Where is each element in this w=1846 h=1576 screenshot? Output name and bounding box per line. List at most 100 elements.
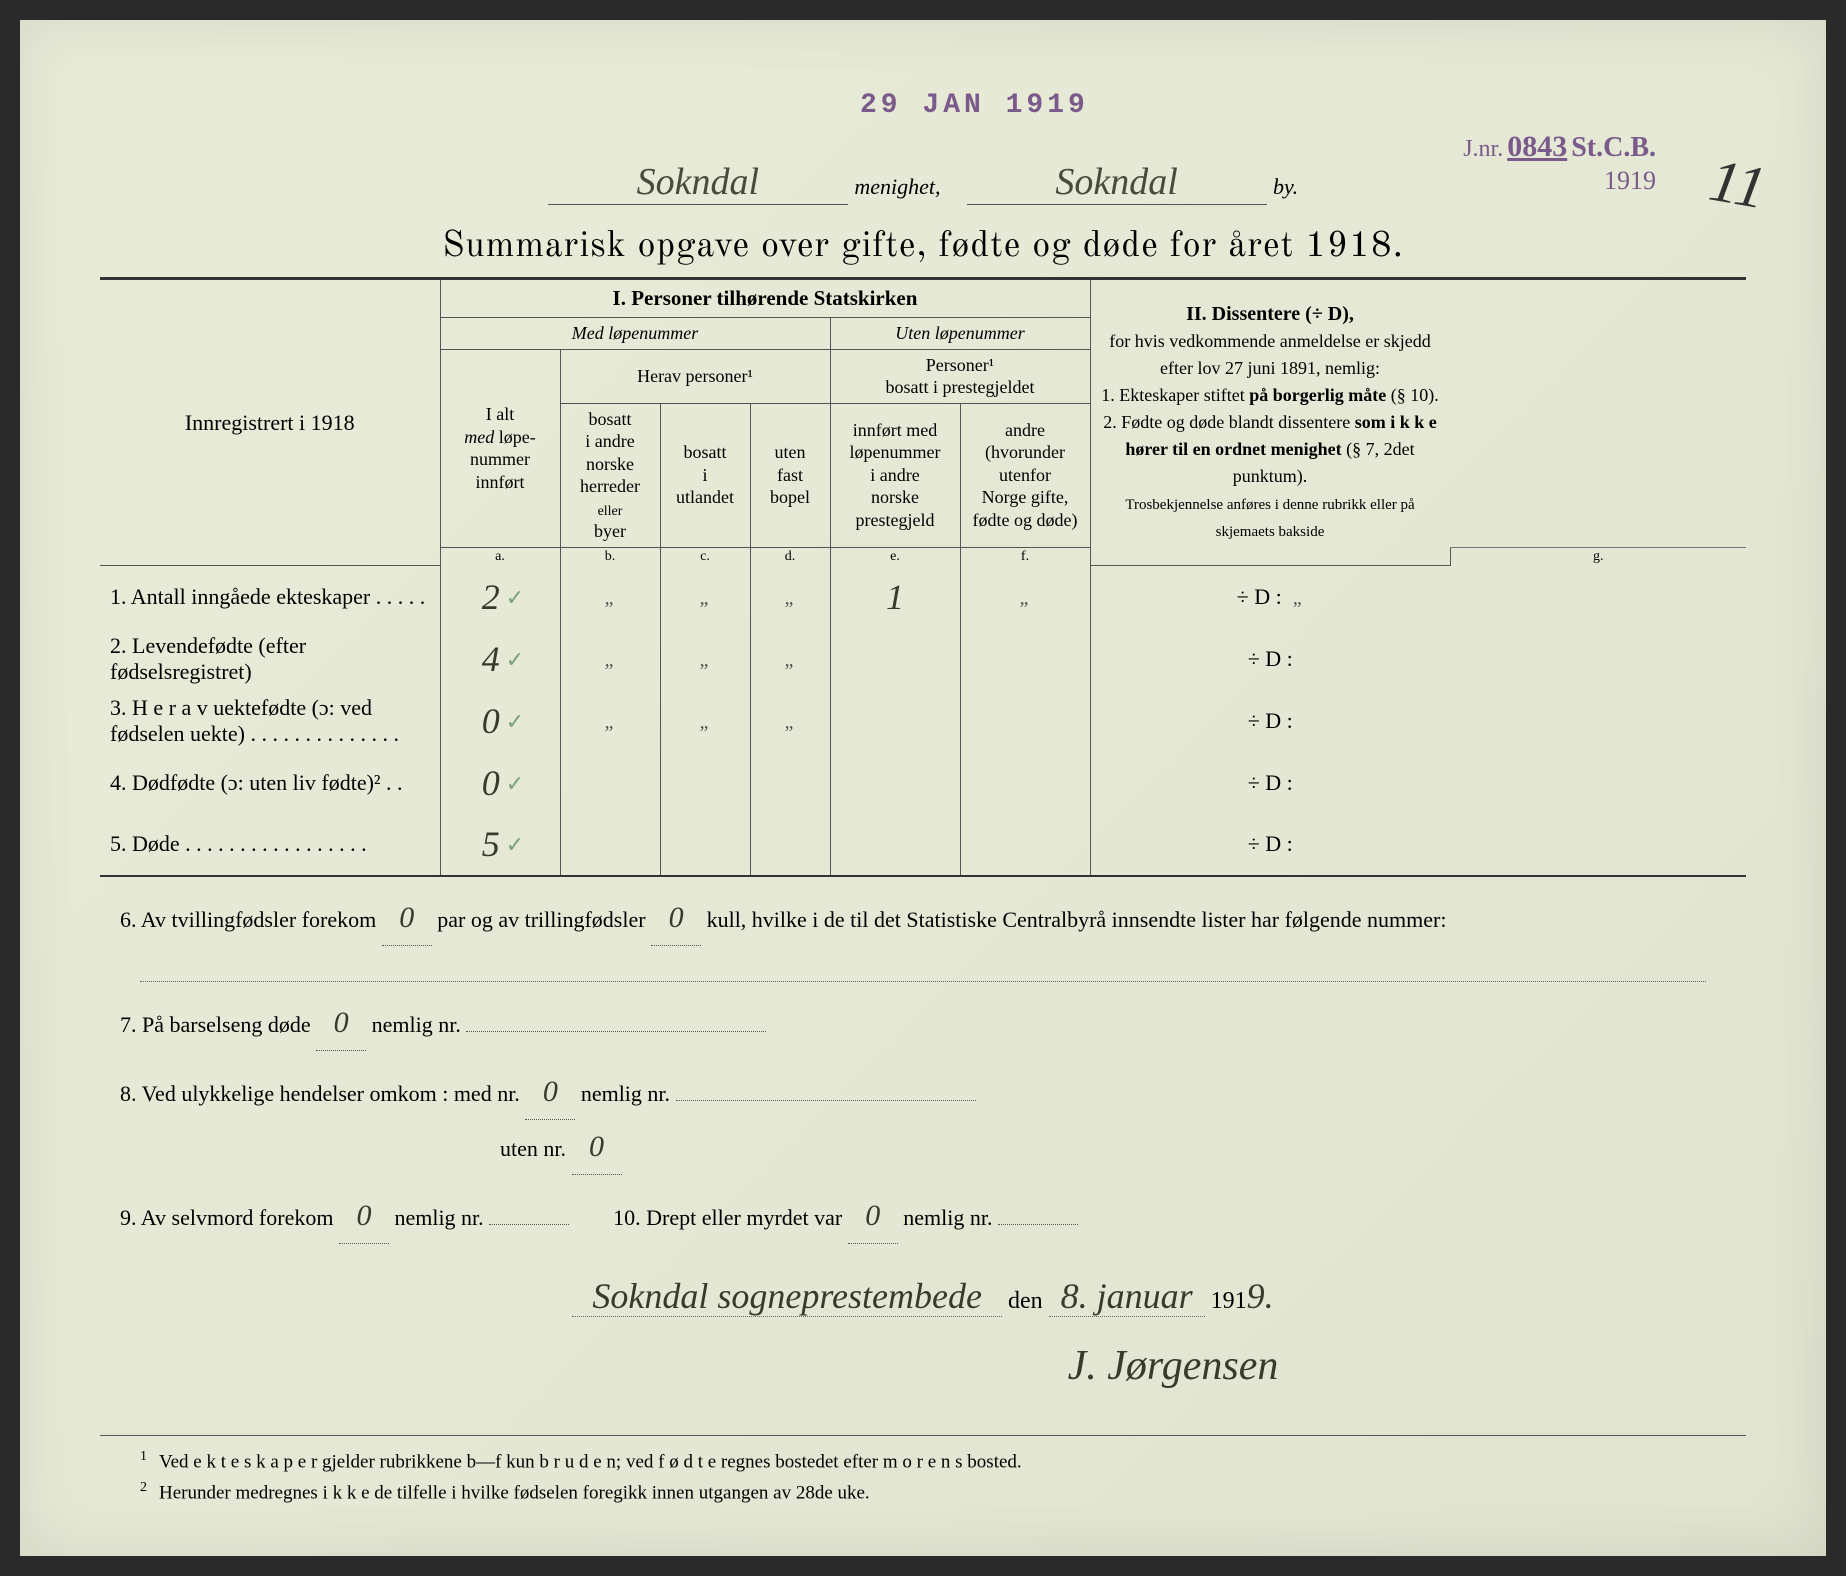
footnote-2: 2Herunder medregnes i k k e de tilfelle …	[140, 1477, 1746, 1508]
col-letter-b: b.	[560, 547, 660, 566]
cell-e: 1	[830, 566, 960, 628]
cell-d: „	[750, 566, 830, 628]
q10-value: 0	[848, 1189, 898, 1244]
row-label: 2. Levendefødte (efter fødselsregistret)	[100, 628, 440, 690]
cell-f	[960, 690, 1090, 752]
header-col-d: utenfastbopel	[750, 403, 830, 547]
page-number-handwritten: 11	[1705, 146, 1772, 224]
cell-f	[960, 752, 1090, 814]
table-row: 3. H e r a v uektefødte (ɔ: ved fødselen…	[100, 690, 1746, 752]
sig-year-prefix: 191	[1211, 1288, 1247, 1314]
col-letter-d: d.	[750, 547, 830, 566]
q8-text-a: 8. Ved ulykkelige hendelser omkom : med …	[120, 1081, 520, 1106]
section2-title: II. Dissentere (÷ D),	[1186, 303, 1354, 325]
section1-title: I. Personer tilhørende Statskirken	[440, 280, 1090, 318]
town-name: Sokndal	[967, 160, 1267, 205]
q7-text-b: nemlig nr.	[372, 1012, 461, 1037]
stamp-journal-number: J.nr. 0843 St.C.B. 1919	[1463, 130, 1656, 196]
town-label: by.	[1273, 174, 1298, 199]
row-label: 5. Døde . . . . . . . . . . . . . . . . …	[100, 814, 440, 876]
cell-g: ÷ D :	[1090, 690, 1450, 752]
question-8: 8. Ved ulykkelige hendelser omkom : med …	[120, 1065, 1726, 1175]
cell-a: 4✓	[440, 628, 560, 690]
col-letter-c: c.	[660, 547, 750, 566]
cell-a: 2✓	[440, 566, 560, 628]
row-label: 4. Dødfødte (ɔ: uten liv fødte)² . .	[100, 752, 440, 814]
q9-text-a: 9. Av selvmord forekom	[120, 1205, 333, 1230]
signature-block: Sokndal sogneprestembede den 8. januar 1…	[120, 1264, 1726, 1404]
q10-text-a: 10. Drept eller myrdet var	[613, 1205, 842, 1230]
footnotes: 1Ved e k t e s k a p e r gjelder rubrikk…	[100, 1435, 1746, 1508]
footnote-1: 1Ved e k t e s k a p e r gjelder rubrikk…	[140, 1446, 1746, 1477]
header-col-f: andre(hvorunderutenforNorge gifte,fødte …	[960, 403, 1090, 547]
q7-text-a: 7. På barselseng døde	[120, 1012, 311, 1037]
table-header: Innregistrert i 1918 I. Personer tilhøre…	[100, 280, 1746, 566]
cell-f: „	[960, 566, 1090, 628]
cell-b	[560, 752, 660, 814]
q6-text-b: par og av trillingfødsler	[437, 907, 645, 932]
cell-c: „	[660, 566, 750, 628]
section2-header: II. Dissentere (÷ D), for hvis vedkommen…	[1090, 280, 1450, 566]
cell-b: „	[560, 566, 660, 628]
q10-blank	[998, 1224, 1078, 1225]
col-header-innregistrert: Innregistrert i 1918	[100, 280, 440, 566]
cell-d: „	[750, 690, 830, 752]
parish-label: menighet,	[854, 174, 940, 199]
col-letter-f: f.	[960, 547, 1090, 566]
q6-text-a: 6. Av tvillingfødsler forekom	[120, 907, 376, 932]
q8-value-2: 0	[572, 1120, 622, 1175]
cell-b: „	[560, 628, 660, 690]
document-title: Summarisk opgave over gifte, fødte og dø…	[100, 225, 1746, 269]
cell-e	[830, 752, 960, 814]
q6-text-c: kull, hvilke i de til det Statistiske Ce…	[707, 907, 1447, 932]
stamp-date-received: 29 JAN 1919	[860, 90, 1089, 121]
signature-year-digit: 9.	[1247, 1276, 1274, 1316]
cell-a: 0✓	[440, 690, 560, 752]
row-label: 3. H e r a v uektefødte (ɔ: ved fødselen…	[100, 690, 440, 752]
cell-g: ÷ D :	[1090, 628, 1450, 690]
cell-e	[830, 628, 960, 690]
cell-a: 0✓	[440, 752, 560, 814]
signature-date: 8. januar	[1049, 1276, 1205, 1317]
cell-c: „	[660, 690, 750, 752]
row-label: 1. Antall inngåede ekteskaper . . . . .	[100, 566, 440, 628]
header-herav: Herav personer¹	[560, 349, 830, 403]
q7-blank	[466, 1031, 766, 1032]
signature-name: J. Jørgensen	[1068, 1343, 1279, 1389]
q8-text-b: nemlig nr.	[581, 1081, 670, 1106]
cell-g: ÷ D : „	[1090, 566, 1450, 628]
q8-text-c: uten nr.	[500, 1136, 566, 1161]
jnr-suffix: St.C.B.	[1571, 132, 1656, 163]
cell-g: ÷ D :	[1090, 814, 1450, 876]
question-7: 7. På barselseng døde 0 nemlig nr.	[120, 996, 1726, 1051]
cell-c: „	[660, 628, 750, 690]
cell-a: 5✓	[440, 814, 560, 876]
q8-blank	[676, 1100, 976, 1101]
questions-below: 6. Av tvillingfødsler forekom 0 par og a…	[100, 891, 1746, 1405]
header-col-e: innført medløpenummeri andrenorskepreste…	[830, 403, 960, 547]
cell-c	[660, 752, 750, 814]
cell-f	[960, 814, 1090, 876]
q9-blank	[489, 1224, 569, 1225]
table-row: 1. Antall inngåede ekteskaper . . . . . …	[100, 566, 1746, 628]
main-table: Innregistrert i 1918 I. Personer tilhøre…	[100, 280, 1746, 877]
jnr-year: 1919	[1463, 166, 1656, 196]
cell-d	[750, 752, 830, 814]
header-personer-bosatt: Personer¹bosatt i prestegjeldet	[830, 349, 1090, 403]
cell-d: „	[750, 628, 830, 690]
dotted-line	[140, 952, 1706, 983]
jnr-number: 0843	[1507, 130, 1567, 163]
cell-e	[830, 814, 960, 876]
col-letter-a: a.	[440, 547, 560, 566]
question-9-10: 9. Av selvmord forekom 0 nemlig nr. 10. …	[120, 1189, 1726, 1244]
cell-b	[560, 814, 660, 876]
signature-place: Sokndal sogneprestembede	[572, 1276, 1002, 1317]
jnr-prefix: J.nr.	[1463, 136, 1503, 162]
header-col-c: bosattiutlandet	[660, 403, 750, 547]
header-med-lope: Med løpenummer	[440, 318, 830, 350]
parish-name: Sokndal	[548, 160, 848, 205]
table-body: 1. Antall inngåede ekteskaper . . . . . …	[100, 566, 1746, 876]
q9-value: 0	[339, 1189, 389, 1244]
col-letter-e: e.	[830, 547, 960, 566]
q8-value-1: 0	[525, 1065, 575, 1120]
